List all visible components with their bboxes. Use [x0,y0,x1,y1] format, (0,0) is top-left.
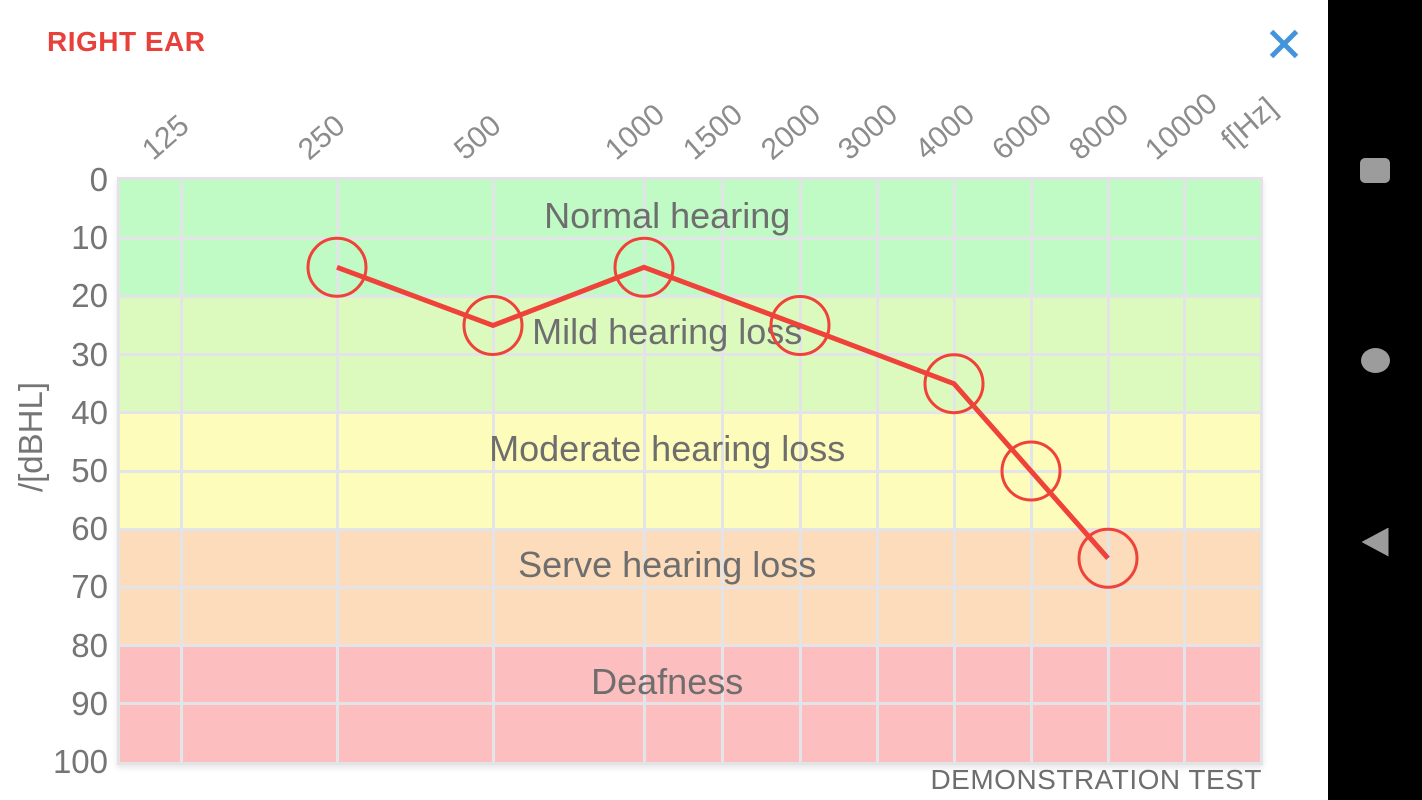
y-tick-label: 0 [89,161,108,198]
horizontal-gridline [120,702,1260,706]
android-nav-bar [1328,0,1422,800]
x-axis-label: 1500 [677,97,750,167]
x-axis-label: 500 [448,108,508,167]
close-button[interactable] [1260,20,1308,68]
horizontal-gridline [120,411,1260,415]
back-button[interactable] [1351,518,1399,566]
home-circle-icon [1360,347,1390,373]
page-title: RIGHT EAR [47,26,206,57]
y-tick-label: 80 [71,626,108,664]
band-label: Moderate hearing loss [489,427,846,469]
hearing-test-result-panel: RIGHT EAR /[dBHL] 0 10 20 30 40 50 60 70 80 90 100… [12,20,1308,795]
data-point-marker [1000,440,1062,502]
horizontal-gridline [120,527,1260,531]
data-point-marker [306,236,368,298]
x-axis-label: 1000 [599,97,672,167]
x-axis-label: 250 [292,108,352,167]
y-tick-label: 30 [71,335,108,373]
y-tick-label: 20 [71,277,108,315]
y-tick-label: 10 [71,219,108,257]
y-tick-label: 90 [71,684,108,722]
audiogram-plot-area: Normal hearing Mild hearing loss Moderate … [120,180,1260,762]
x-axis-label: 125 [136,108,196,167]
band-label: Deafness [591,660,744,702]
data-point-marker [769,295,831,356]
horizontal-gridline [120,294,1260,298]
x-axis-unit-label: f[Hz] [1215,91,1284,157]
y-tick-label: 60 [71,510,108,548]
x-axis-label: 3000 [832,97,905,167]
horizontal-gridline [120,469,1260,473]
y-tick-label: 50 [71,452,108,489]
y-tick-label: 100 [52,743,108,780]
horizontal-gridline [120,644,1260,648]
demonstration-test-label: DEMONSTRATION TEST [930,764,1262,795]
x-axis-label: 10000 [1139,86,1224,167]
x-axis-label: 2000 [755,97,828,167]
y-tick-label: 40 [71,393,108,431]
data-point-marker [613,236,675,298]
recents-button[interactable] [1351,146,1399,194]
horizontal-gridline [120,585,1260,589]
band-label: Mild hearing loss [532,311,803,353]
recents-square-icon [1360,157,1390,183]
home-button[interactable] [1351,336,1399,384]
data-point-marker [462,295,524,356]
horizontal-gridline [120,353,1260,357]
band-label: Serve hearing loss [518,544,817,586]
data-point-marker [1077,527,1139,589]
x-axis-label: 8000 [1063,97,1136,167]
back-triangle-icon [1361,527,1389,557]
y-tick-label: 70 [71,568,108,606]
audiogram-series [306,236,1139,589]
close-icon [1269,29,1299,59]
x-axis-label: 6000 [986,97,1059,167]
audiogram-plot: Normal hearing Mild hearing loss Moderate … [117,177,1263,765]
x-axis-label: 4000 [909,97,982,167]
horizontal-gridline [120,236,1260,240]
data-point-marker [923,353,985,415]
band-label: Normal hearing [544,195,791,236]
series-line [336,264,1110,560]
